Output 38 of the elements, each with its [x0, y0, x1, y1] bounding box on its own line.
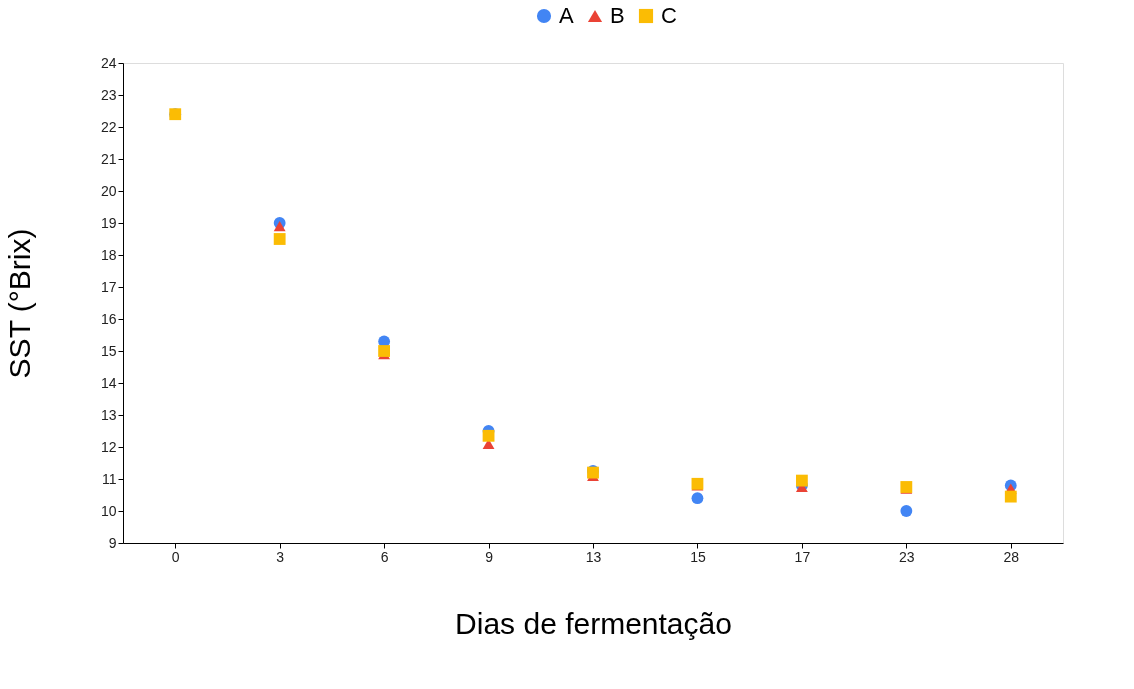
y-tick-label: 10: [100, 502, 117, 519]
y-tick-label: 23: [100, 86, 117, 103]
y-tick-label: 15: [100, 342, 117, 359]
y-tick-label: 13: [100, 406, 117, 423]
point: [900, 505, 913, 517]
x-tick-label: 15: [690, 548, 706, 565]
y-tick-label: 9: [108, 534, 117, 551]
legend-label: B: [610, 3, 625, 28]
x-tick-label: 28: [1003, 548, 1020, 565]
x-tick-label: 6: [380, 548, 389, 565]
point: [795, 474, 808, 487]
y-tick-label: 19: [100, 214, 117, 231]
point: [378, 345, 391, 357]
y-tick-label: 12: [100, 438, 117, 455]
x-axis-title: Dias de fermentação: [455, 606, 732, 640]
y-tick-label: 22: [100, 118, 117, 135]
y-tick-label: 14: [100, 374, 117, 391]
point: [273, 233, 286, 245]
y-tick-label: 18: [100, 246, 117, 263]
point: [482, 429, 495, 442]
point: [691, 492, 704, 505]
y-tick-label: 21: [100, 150, 117, 167]
y-tick-label: 11: [101, 470, 117, 487]
point: [1004, 490, 1017, 503]
y-axis-title: SST (°Brix): [2, 228, 36, 379]
x-tick-label: 23: [899, 548, 915, 565]
y-tick-label: 24: [100, 54, 117, 71]
x-tick-label: 17: [794, 548, 811, 565]
x-tick-label: 9: [485, 548, 494, 565]
legend-label: A: [559, 3, 574, 28]
point: [273, 221, 286, 232]
x-tick-label: 13: [585, 548, 602, 565]
x-tick-label: 0: [171, 548, 180, 565]
y-tick-label: 16: [100, 310, 117, 327]
y-tick-label: 17: [100, 278, 117, 295]
x-tick-label: 3: [276, 548, 285, 565]
y-tick-label: 20: [100, 182, 117, 199]
legend-label: C: [661, 3, 677, 28]
